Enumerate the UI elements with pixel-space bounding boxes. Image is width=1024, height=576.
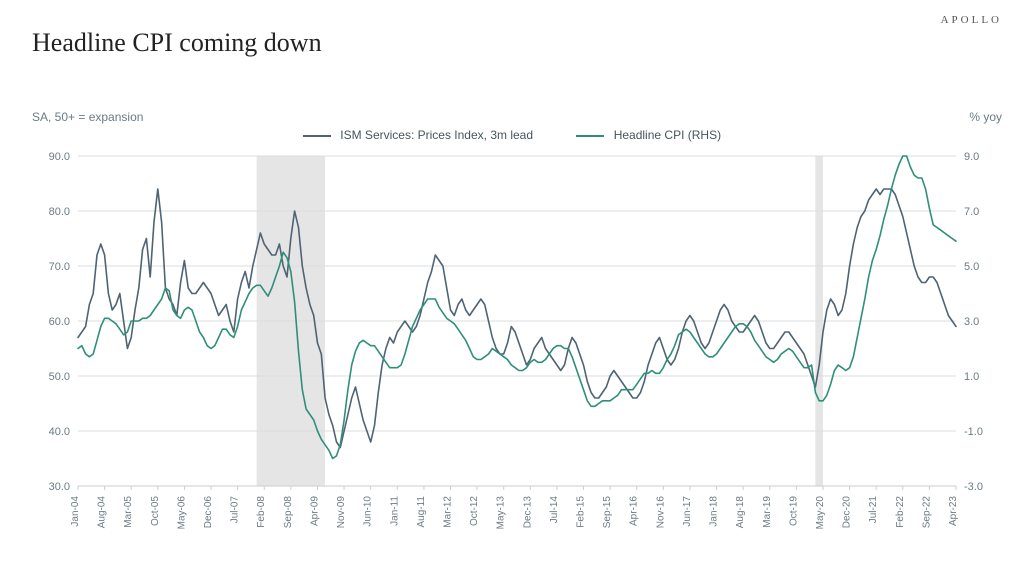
x-tick-label: Aug-04: [97, 496, 108, 529]
x-tick-label: Jul-07: [230, 496, 241, 524]
chart-area: 30.0 40.0 50.0 60.0 70.0 80.0 90.0 -3.0 -1.0 1.0 3…: [32, 150, 1002, 552]
y-left-tick-label: 50.0: [49, 371, 70, 383]
x-tick-label: Jun-17: [682, 496, 693, 527]
x-tick-label: Feb-08: [256, 496, 267, 528]
x-tick-label: Apr-16: [629, 496, 640, 526]
x-tick-label: Oct-05: [150, 496, 161, 526]
y-left-tick-label: 70.0: [49, 261, 70, 273]
legend-label-ism: ISM Services: Prices Index, 3m lead: [340, 128, 533, 142]
y-left-tick-label: 30.0: [49, 481, 70, 493]
y-left-tick-label: 40.0: [49, 426, 70, 438]
x-tick-label: Apr-23: [948, 496, 959, 526]
x-tick-label: Aug-18: [735, 496, 746, 529]
x-tick-label: Jul-14: [549, 496, 560, 524]
brand-logo: APOLLO: [941, 14, 1002, 26]
x-tick-label: Nov-09: [336, 496, 347, 529]
legend-item-ism: ISM Services: Prices Index, 3m lead: [303, 128, 533, 142]
series-cpi-line: [78, 156, 956, 459]
x-tick-label: Mar-19: [762, 496, 773, 528]
chart-svg: 30.0 40.0 50.0 60.0 70.0 80.0 90.0 -3.0 -1.0 1.0 3…: [32, 150, 1002, 552]
y-right-tick-label: 3.0: [964, 316, 979, 328]
y-right-axis-label: % yoy: [969, 110, 1002, 124]
x-tick-label: Jan-11: [389, 496, 400, 526]
x-tick-label: Jan-04: [70, 496, 81, 527]
x-tick-label: May-20: [815, 496, 826, 530]
y-right-tick-label: 5.0: [964, 261, 979, 273]
chart-legend: ISM Services: Prices Index, 3m lead Head…: [0, 128, 1024, 142]
x-tick-label: Jun-10: [363, 496, 374, 527]
x-tick-label: Sep-08: [283, 496, 294, 529]
y-right-tick-label: 1.0: [964, 371, 979, 383]
x-tick-label: Apr-09: [309, 496, 320, 526]
x-tick-label: May-06: [176, 496, 187, 530]
x-tick-label: Aug-11: [416, 496, 427, 528]
y-right-tick-label: 7.0: [964, 206, 979, 218]
x-tick-label: Sep-22: [921, 496, 932, 529]
x-tick-label: Dec-06: [203, 496, 214, 529]
x-tick-label: May-13: [496, 496, 507, 530]
x-tick-label: Nov-16: [655, 496, 666, 529]
y-right-tick-label: -1.0: [964, 426, 983, 438]
x-tick-label: Oct-12: [469, 496, 480, 526]
series-ism-line: [78, 189, 956, 448]
y-right-tick-label: 9.0: [964, 151, 979, 163]
x-tick-label: Feb-15: [576, 496, 587, 528]
x-tick-label: Dec-13: [522, 496, 533, 529]
y-right-tick-label: -3.0: [964, 481, 983, 493]
x-tick-label: Jul-21: [868, 496, 879, 524]
y-left-axis-label: SA, 50+ = expansion: [32, 110, 143, 124]
x-tick-label: Dec-20: [842, 496, 853, 529]
legend-label-cpi: Headline CPI (RHS): [614, 128, 721, 142]
legend-item-cpi: Headline CPI (RHS): [576, 128, 721, 142]
chart-title: Headline CPI coming down: [32, 28, 322, 58]
x-tick-label: Oct-19: [788, 496, 799, 526]
x-tick-label: Feb-22: [895, 496, 906, 528]
x-tick-label: Mar-05: [123, 496, 134, 528]
y-left-tick-label: 90.0: [49, 151, 70, 163]
legend-swatch-ism: [303, 135, 331, 137]
y-left-tick-label: 60.0: [49, 316, 70, 328]
x-tick-label: Mar-12: [442, 496, 453, 528]
x-tick-label: Sep-15: [602, 496, 613, 529]
x-tick-label: Jan-18: [709, 496, 720, 527]
legend-swatch-cpi: [576, 135, 604, 137]
y-left-tick-label: 80.0: [49, 206, 70, 218]
